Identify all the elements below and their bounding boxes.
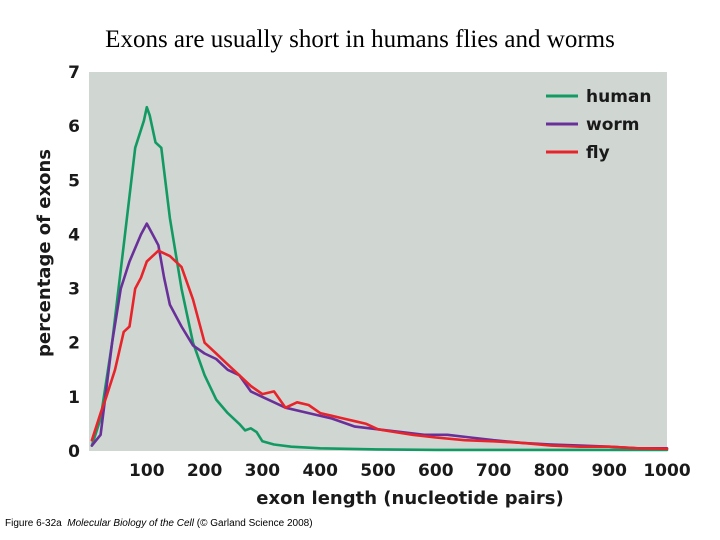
y-tick-label: 4: [68, 225, 80, 245]
x-tick-label: 400: [302, 461, 338, 481]
series-line-human: [90, 105, 669, 452]
tick-layer: 0 1 2 3 4 5 6 7 100 200 300 400 500 600 700 800 900 1000: [68, 63, 691, 481]
y-tick-label: 5: [68, 171, 80, 191]
x-tick-label: 100: [129, 461, 165, 481]
legend: human worm fly: [546, 87, 652, 163]
slide-title: Exons are usually short in humans flies …: [105, 26, 615, 53]
x-tick-label: 900: [591, 461, 627, 481]
x-tick-label: 1000: [643, 461, 690, 481]
series-line-fly: [90, 249, 669, 451]
figure-caption: Figure 6-32a Molecular Biology of the Ce…: [5, 518, 313, 529]
caption-prefix: Figure 6-32a: [5, 518, 62, 529]
y-tick-label: 1: [68, 388, 80, 408]
legend-label-fly: fly: [586, 143, 610, 163]
x-tick-label: 600: [418, 461, 454, 481]
y-tick-label: 2: [68, 334, 80, 354]
plot-background: [89, 72, 667, 451]
y-tick-label: 7: [68, 63, 80, 83]
series-layer: [90, 105, 669, 452]
caption-book: Molecular Biology of the Cell: [67, 518, 194, 529]
y-tick-label: 0: [68, 442, 80, 462]
x-tick-label: 200: [187, 461, 223, 481]
legend-label-worm: worm: [586, 115, 639, 135]
y-axis-title: percentage of exons: [34, 149, 55, 357]
legend-label-human: human: [586, 87, 652, 107]
x-tick-label: 300: [245, 461, 281, 481]
x-axis-title: exon length (nucleotide pairs): [256, 488, 563, 509]
caption-credit: (© Garland Science 2008): [196, 518, 313, 529]
x-tick-label: 700: [476, 461, 512, 481]
x-tick-label: 800: [534, 461, 570, 481]
y-tick-label: 6: [68, 117, 80, 137]
x-tick-label: 500: [360, 461, 396, 481]
y-tick-label: 3: [68, 280, 80, 300]
